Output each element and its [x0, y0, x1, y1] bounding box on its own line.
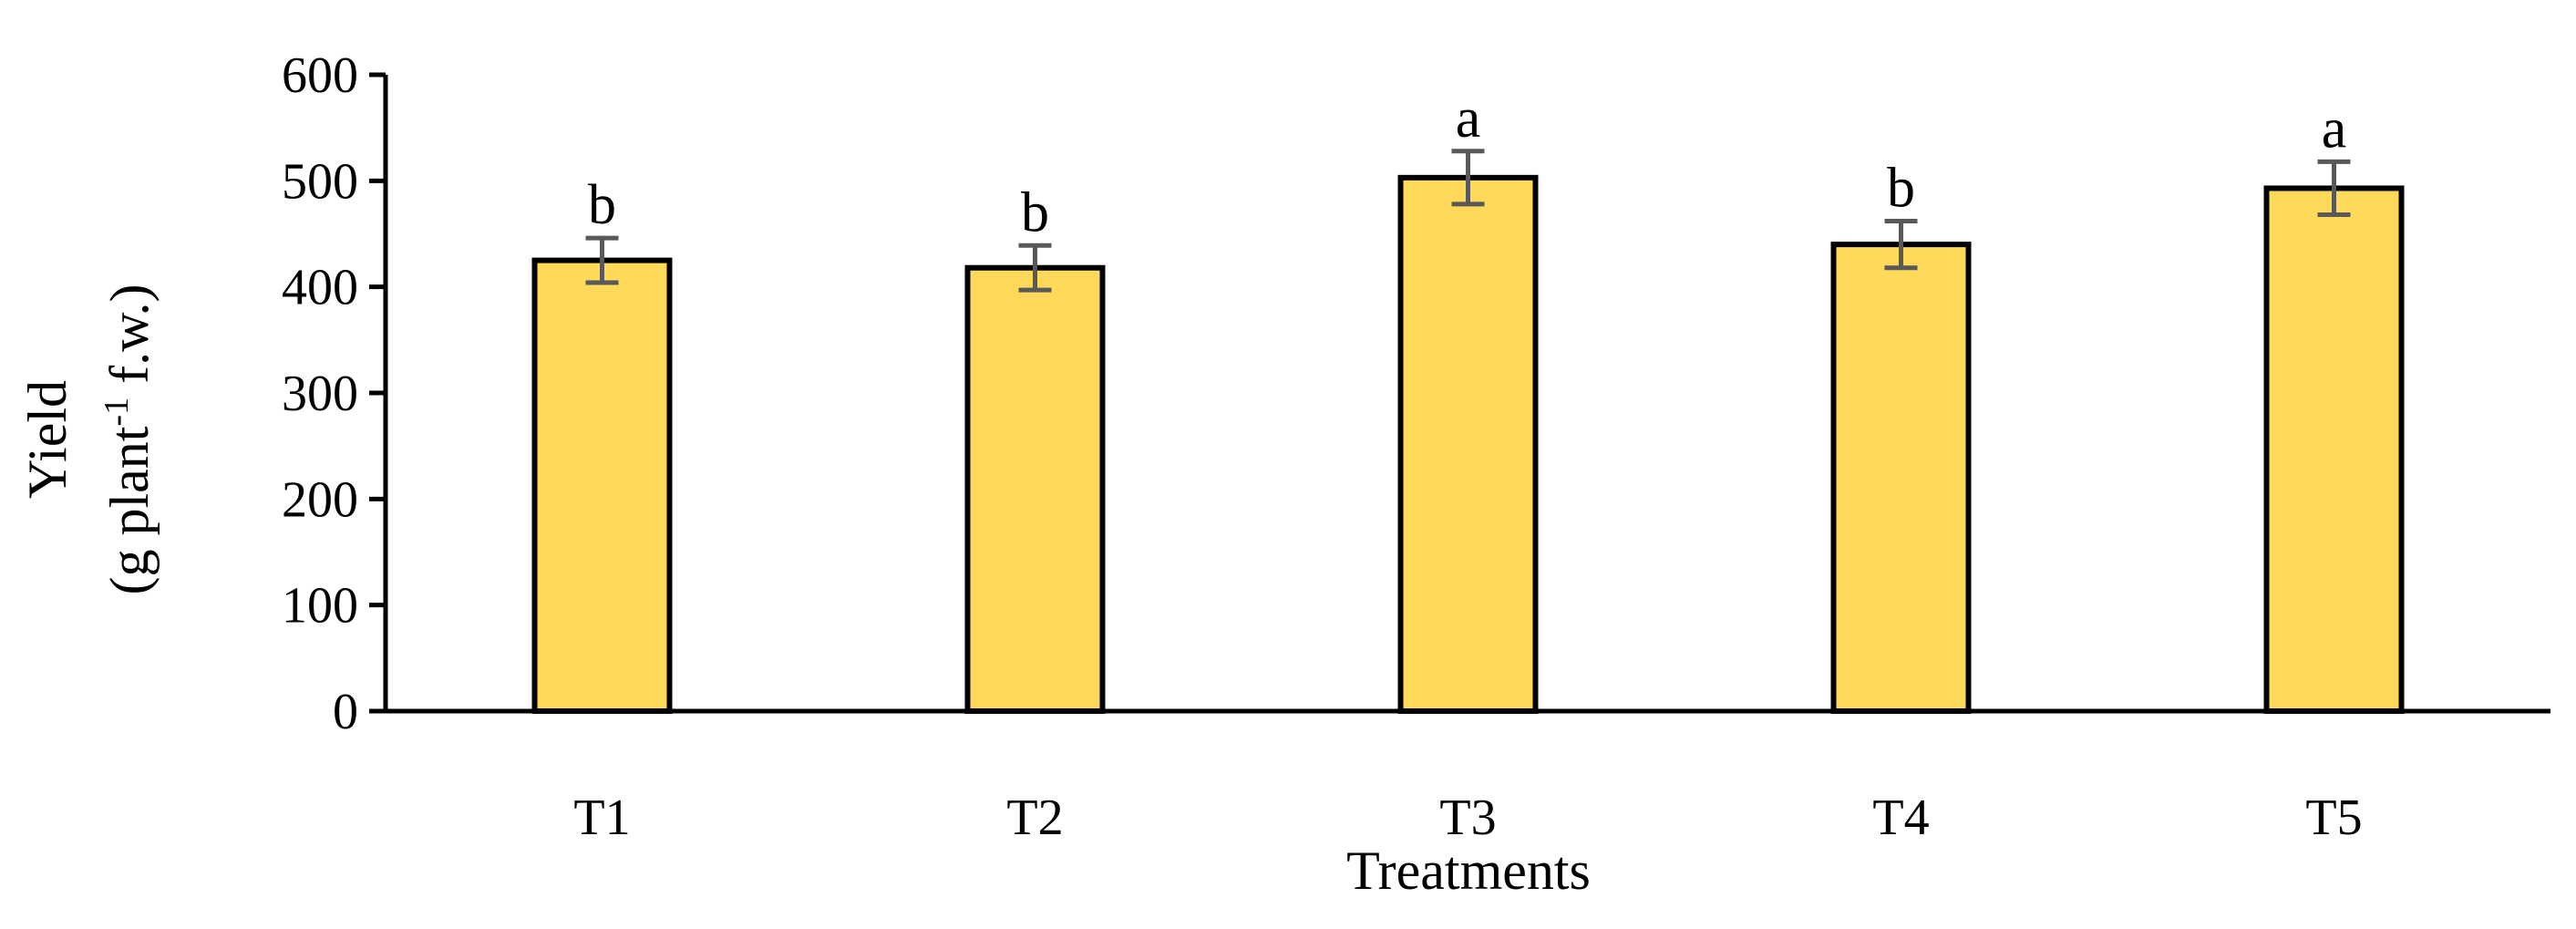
significance-label-T4: b [1887, 158, 1915, 220]
x-tick-label-T5: T5 [2305, 790, 2362, 846]
y-tick-label-600: 600 [282, 47, 358, 104]
y-axis-title-line2: (g plant-1 f.w.) [98, 284, 160, 594]
x-tick-label-T1: T1 [573, 790, 630, 846]
plot-area: b T1 b T2 a T3 b T4 a T5 0 100 200 300 400 500 600 [282, 47, 2550, 846]
x-tick-label-T4: T4 [1872, 790, 1929, 846]
x-axis-title: Treatments [1346, 841, 1591, 901]
significance-label-T5: a [2322, 98, 2347, 160]
bar-T5 [2263, 185, 2405, 714]
y-axis-title-sup: -1 [98, 397, 136, 427]
x-tick-label-T2: T2 [1006, 790, 1063, 846]
bar-T1 [531, 257, 673, 714]
significance-label-T3: a [1456, 88, 1481, 150]
bar-T2 [964, 264, 1106, 714]
y-tick-label-500: 500 [282, 153, 358, 210]
y-axis-title-line1: Yield [17, 380, 77, 499]
y-axis-title-post: f.w.) [99, 284, 160, 397]
y-tick-label-200: 200 [282, 471, 358, 528]
y-tick-label-0: 0 [333, 684, 358, 740]
y-tick-label-300: 300 [282, 366, 358, 422]
x-tick-label-T3: T3 [1439, 790, 1496, 846]
bar-T4 [1830, 242, 1972, 714]
y-tick-label-400: 400 [282, 260, 358, 316]
y-axis-title: Yield (g plant-1 f.w.) [17, 284, 160, 594]
y-tick-label-100: 100 [282, 578, 358, 635]
y-axis-title-pre: (g plant [99, 426, 160, 594]
significance-label-T1: b [588, 174, 616, 236]
significance-label-T2: b [1021, 181, 1049, 243]
bar-T3 [1397, 174, 1539, 715]
